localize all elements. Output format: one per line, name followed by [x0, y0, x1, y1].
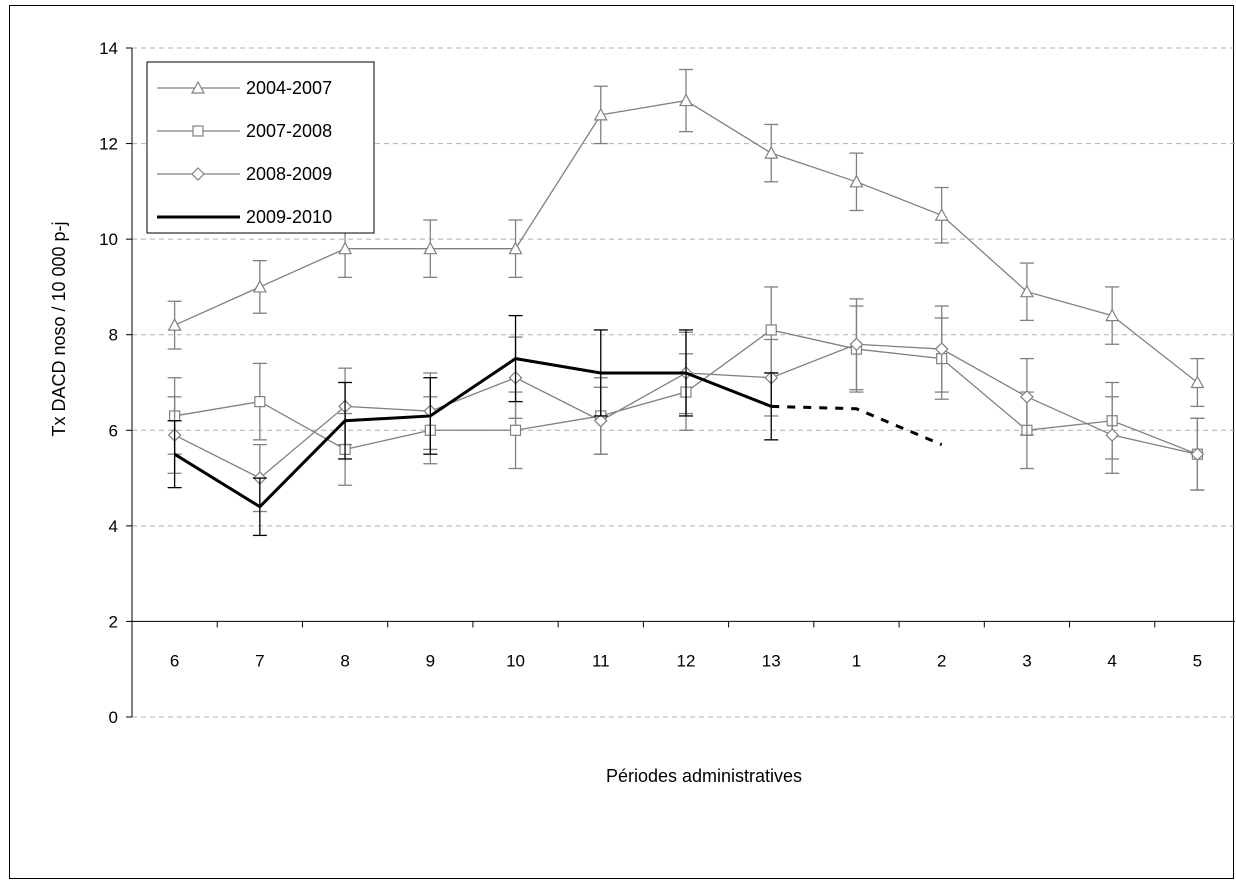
chart-frame: 0 2 4 6 8 10 12 14 6 7 8 9 10 11 12 13 1 2 3 4 5 Tx DACD nos… [9, 5, 1235, 879]
y-tick-label: 8 [109, 326, 118, 345]
x-tick-label: 4 [1107, 651, 1116, 670]
triangle-marker [167, 317, 182, 331]
legend-box [146, 61, 375, 234]
triangle-marker [190, 80, 206, 94]
triangle-marker [849, 174, 864, 188]
diamond-marker [1190, 447, 1205, 462]
diamond-marker [1105, 428, 1120, 442]
x-tick-label: 8 [340, 651, 349, 670]
legend-label: 2007-2008 [246, 121, 332, 141]
diamond-marker [1020, 389, 1034, 404]
triangle-marker [1190, 375, 1205, 389]
series-2004-2007 [167, 68, 1205, 408]
y-tick-label: 0 [109, 708, 118, 727]
x-tick-label: 3 [1022, 651, 1031, 670]
x-tick-label: 2 [937, 651, 946, 670]
legend-label: 2008-2009 [246, 164, 332, 184]
x-tick-label: 10 [506, 651, 525, 670]
y-tick-label: 14 [99, 39, 118, 58]
triangle-marker [252, 279, 267, 293]
y-tick-label: 2 [109, 612, 118, 631]
projection-line [771, 404, 943, 447]
square-marker [254, 396, 266, 408]
legend-label: 2009-2010 [246, 207, 332, 227]
plot-area [167, 68, 1205, 537]
y-axis-title: Tx DACD noso / 10 000 p-j [49, 221, 69, 436]
y-tick-label: 12 [99, 135, 118, 154]
x-tick-label: 11 [592, 651, 610, 670]
diamond-marker [593, 413, 608, 428]
x-tick-label: 13 [762, 651, 781, 670]
x-tick-label: 9 [426, 651, 435, 670]
square-marker [509, 424, 522, 436]
diamond-marker [849, 337, 864, 352]
y-tick-label: 6 [109, 421, 118, 440]
triangle-marker [764, 145, 779, 159]
triangle-marker [1105, 308, 1120, 322]
y-tick-label: 4 [109, 517, 118, 536]
triangle-marker [338, 241, 353, 255]
x-tick-label: 7 [255, 651, 264, 670]
triangle-marker [1019, 284, 1034, 298]
triangle-marker [508, 241, 523, 255]
triangle-marker [934, 207, 949, 221]
legend: 2004-2007 2007-2008 2008-2009 2009-2010 [146, 61, 375, 234]
x-tick-label: 5 [1193, 651, 1202, 670]
triangle-marker [593, 107, 608, 121]
square-marker [192, 125, 204, 137]
x-tick-label: 12 [677, 651, 696, 670]
series-line [173, 357, 772, 509]
diamond-marker [934, 342, 949, 356]
diamond-marker [191, 167, 205, 181]
triangle-marker [423, 241, 438, 255]
x-tick-label: 1 [852, 651, 861, 670]
x-tick-label: 6 [170, 651, 179, 670]
series-2009-2010 [167, 314, 943, 537]
x-axis-title: Périodes administratives [606, 766, 802, 786]
square-marker [765, 324, 777, 336]
y-tick-label: 10 [99, 230, 118, 249]
triangle-marker [678, 93, 694, 107]
legend-label: 2004-2007 [246, 78, 332, 98]
